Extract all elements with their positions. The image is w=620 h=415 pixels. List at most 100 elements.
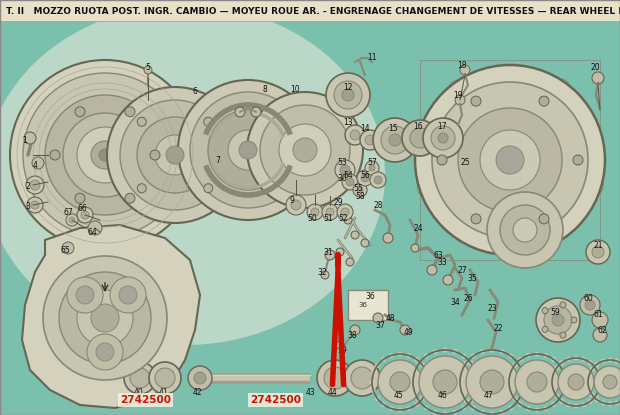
Circle shape [593,365,598,371]
Circle shape [501,237,521,257]
Circle shape [371,371,376,376]
Circle shape [539,96,549,106]
Text: 47: 47 [483,391,493,400]
Circle shape [593,328,607,342]
Circle shape [455,95,465,105]
Circle shape [534,352,539,356]
Circle shape [480,410,485,415]
Text: 23: 23 [487,303,497,312]
Text: 30: 30 [337,173,347,183]
Text: 13: 13 [343,117,353,127]
Circle shape [326,73,370,117]
Circle shape [155,368,175,388]
Circle shape [542,327,548,332]
Circle shape [542,308,548,314]
Circle shape [585,300,595,310]
Circle shape [235,107,245,117]
Circle shape [31,201,39,209]
Circle shape [361,239,369,247]
Circle shape [119,286,137,304]
Text: 58: 58 [355,191,365,200]
Circle shape [155,135,195,175]
Circle shape [107,87,243,223]
Text: 49: 49 [403,327,413,337]
Circle shape [520,370,525,375]
Text: 66: 66 [77,203,87,212]
Text: 31: 31 [323,247,333,256]
Text: 2742500: 2742500 [120,395,171,405]
Circle shape [515,360,559,404]
Text: 9: 9 [290,195,294,205]
Circle shape [437,155,447,165]
Text: 28: 28 [373,200,383,210]
Circle shape [543,353,548,358]
Circle shape [521,379,526,385]
Circle shape [471,96,481,106]
Circle shape [559,399,564,404]
Circle shape [360,130,380,150]
Circle shape [459,389,464,394]
Circle shape [471,405,476,410]
Circle shape [87,334,123,370]
Circle shape [62,242,74,254]
Circle shape [574,356,578,361]
Circle shape [499,349,505,354]
Circle shape [27,197,43,213]
Text: 19: 19 [453,90,463,100]
Circle shape [539,214,549,224]
Circle shape [560,332,566,338]
Text: 59: 59 [550,308,560,317]
Circle shape [99,149,111,161]
Text: 10: 10 [290,85,300,95]
Text: 42: 42 [192,388,202,396]
Circle shape [321,271,329,279]
Circle shape [150,150,160,160]
Circle shape [357,187,363,193]
Circle shape [63,113,147,197]
Text: 7: 7 [216,156,221,164]
Circle shape [324,367,346,389]
Circle shape [370,172,386,188]
Text: 53: 53 [337,158,347,166]
Circle shape [551,402,556,407]
Circle shape [561,388,566,393]
Text: 16: 16 [413,122,423,130]
Text: 24: 24 [413,224,423,232]
Circle shape [406,353,411,358]
Circle shape [411,244,419,252]
Circle shape [75,193,85,203]
Circle shape [412,389,417,394]
Circle shape [77,127,133,183]
Text: 46: 46 [437,391,447,400]
Circle shape [518,357,523,362]
Circle shape [420,396,425,401]
Circle shape [601,400,606,405]
Circle shape [586,240,610,264]
Circle shape [459,370,464,375]
Circle shape [351,231,359,239]
Text: 37: 37 [375,320,385,330]
Circle shape [208,110,288,190]
Circle shape [66,214,78,226]
Circle shape [527,372,547,392]
Circle shape [464,398,469,403]
Text: 36: 36 [365,291,375,300]
Circle shape [353,183,367,197]
Circle shape [551,387,556,392]
Circle shape [614,400,619,405]
Circle shape [307,204,323,220]
Circle shape [464,361,469,366]
Circle shape [424,371,429,376]
Text: 6: 6 [193,88,197,97]
Text: 17: 17 [437,122,447,130]
Circle shape [375,363,380,368]
Circle shape [336,341,344,349]
Circle shape [561,371,566,376]
Circle shape [50,150,60,160]
Circle shape [417,361,422,366]
Circle shape [500,205,550,255]
Circle shape [228,130,268,170]
Circle shape [592,72,604,84]
Circle shape [431,126,455,150]
Text: 40: 40 [133,388,143,396]
